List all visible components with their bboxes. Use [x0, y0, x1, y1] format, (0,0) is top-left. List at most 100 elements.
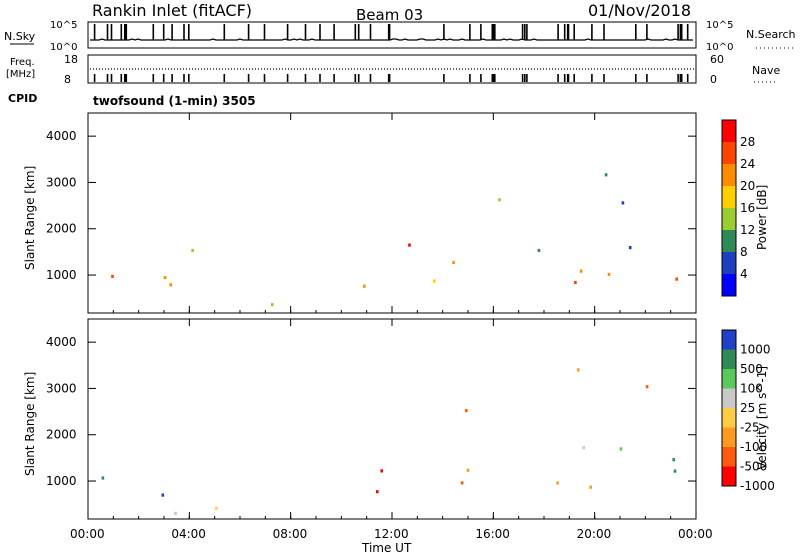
echo-cell	[363, 284, 366, 288]
y-tick-label: 4000	[46, 335, 77, 349]
colorbar-swatch	[722, 208, 736, 230]
x-tick-label: 08:00	[273, 527, 308, 541]
freq-unit-label: [MHz]	[6, 69, 35, 80]
echo-cell	[604, 173, 608, 177]
echo-cell	[574, 280, 577, 285]
velocity-axes: 00:00 04:00 08:00 12:00 16:00 20:00 00:00 4000 3…	[46, 319, 713, 541]
colorbar-tick-label: -25	[740, 421, 760, 435]
colorbar-swatch	[722, 164, 736, 186]
colorbar-tick-label: 25	[740, 401, 755, 415]
y-tick-label: 3000	[46, 175, 77, 189]
y-tick-label: 3000	[46, 381, 77, 395]
colorbar-swatch	[722, 252, 736, 274]
y-tick-label: 4000	[46, 129, 77, 143]
colorbar-swatch	[722, 330, 736, 350]
colorbar-swatch	[722, 230, 736, 252]
echo-cell	[673, 469, 677, 473]
colorbar-tick-label: 16	[740, 201, 755, 215]
colorbar-tick-label: 100	[740, 382, 763, 396]
nave-tick-top: 60	[710, 53, 724, 66]
echo-cell	[174, 511, 177, 515]
freq-spikes	[93, 74, 689, 82]
nave-label: Nave	[752, 64, 780, 77]
noise-left-tick-bottom: 10^0	[50, 42, 77, 53]
freq-tick-bottom: 8	[64, 73, 71, 86]
y-tick-label: 2000	[46, 222, 77, 236]
colorbar-swatch	[722, 369, 736, 389]
date-title: 01/Nov/2018	[588, 1, 691, 20]
colorbar-frame	[721, 119, 737, 297]
velocity-colorbar: 1000 500 100 25 -25 -100 -500 -1000	[721, 329, 775, 493]
colorbar-swatch	[722, 466, 736, 486]
freq-tick-top: 18	[64, 53, 78, 66]
colorbar-tick-label: 24	[740, 157, 755, 171]
colorbar-swatch	[722, 274, 736, 296]
y-tick-label: 1000	[46, 268, 77, 282]
echo-cell	[556, 481, 559, 485]
echo-cell	[460, 481, 464, 485]
x-tick-label: 16:00	[475, 527, 510, 541]
y-tick-label: 2000	[46, 428, 77, 442]
echo-cell	[376, 490, 379, 494]
colorbar-swatch	[722, 408, 736, 428]
echo-cell	[111, 274, 114, 278]
echo-cell	[537, 248, 541, 253]
echo-cell	[579, 269, 583, 273]
power-heatmap	[111, 173, 678, 307]
y-tick-label: 1000	[46, 474, 77, 488]
colorbar-frame	[721, 329, 737, 487]
colorbar-swatch	[722, 427, 736, 447]
noise-panel-frame	[87, 21, 697, 49]
noise-right-tick-bottom: 10^0	[706, 42, 733, 53]
velocity-panel-frame	[87, 318, 697, 520]
echo-cell	[169, 283, 172, 287]
noise-sky-line	[90, 38, 693, 41]
colorbar-tick-label: 4	[740, 267, 748, 281]
echo-cell	[589, 485, 592, 489]
echo-cell	[191, 248, 194, 253]
echo-cell	[577, 368, 580, 372]
power-panel-frame	[87, 112, 697, 314]
colorbar-swatch	[722, 447, 736, 467]
echo-cell	[621, 201, 625, 205]
colorbar-tick-label: -1000	[740, 479, 775, 493]
velocity-ylabel: Slant Range [km]	[23, 372, 37, 476]
colorbar-tick-label: 8	[740, 245, 748, 259]
noise-right-tick-top: 10^5	[706, 20, 733, 31]
echo-cell	[628, 246, 632, 250]
echo-cell	[380, 469, 383, 473]
noise-spikes	[93, 24, 689, 40]
beam-title: Beam 03	[356, 6, 423, 24]
echo-cell	[672, 458, 675, 462]
colorbar-tick-label: 28	[740, 135, 755, 149]
colorbar-tick-label: 12	[740, 223, 755, 237]
echo-cell	[607, 272, 611, 276]
colorbar-swatch	[722, 186, 736, 208]
freq-label: Freq.	[10, 57, 35, 68]
nsky-label: N.Sky	[4, 30, 36, 43]
echo-cell	[675, 277, 678, 281]
colorbar-swatch	[722, 349, 736, 369]
echo-cell	[433, 279, 436, 283]
echo-cell	[271, 303, 274, 307]
echo-cell	[163, 276, 167, 280]
echo-cell	[582, 446, 586, 450]
velocity-colorbar-label: Velocity [m s^-1]	[755, 366, 769, 470]
nave-tick-bottom: 0	[710, 73, 717, 86]
velocity-heatmap	[101, 368, 677, 515]
echo-cell	[645, 385, 649, 389]
power-colorbar: 28 24 20 16 12 8 4	[721, 119, 755, 297]
cpid-label: CPID	[8, 92, 37, 105]
echo-cell	[408, 243, 411, 247]
station-title: Rankin Inlet (fitACF)	[92, 1, 252, 20]
power-colorbar-label: Power [dB]	[755, 185, 769, 250]
colorbar-tick-label: -500	[740, 460, 767, 474]
colorbar-tick-label: 1000	[740, 343, 771, 357]
echo-cell	[466, 468, 470, 472]
echo-cell	[161, 493, 165, 497]
x-tick-label: 12:00	[374, 527, 409, 541]
echo-cell	[452, 260, 455, 265]
echo-cell	[215, 506, 218, 510]
echo-cell	[498, 198, 501, 202]
x-tick-label: 00:00	[70, 527, 105, 541]
